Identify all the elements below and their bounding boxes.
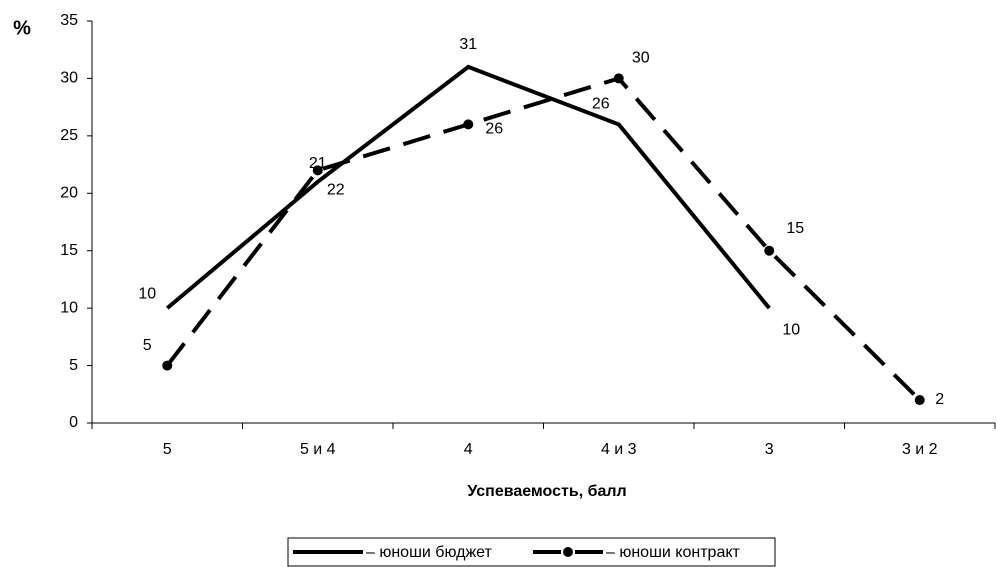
marker <box>312 165 323 176</box>
marker <box>764 245 775 256</box>
marker <box>463 119 474 130</box>
legend-box <box>287 537 776 567</box>
line-series <box>165 76 922 402</box>
y-tick-label: 15 <box>60 242 78 259</box>
legend-label: – юноши бюджет <box>366 544 493 561</box>
value-label: 26 <box>485 121 503 138</box>
legend-marker <box>563 547 573 557</box>
x-tick-label: 4 и 3 <box>601 441 637 458</box>
value-label: 10 <box>782 321 800 338</box>
y-axis-label: % <box>13 17 31 39</box>
value-label: 31 <box>459 36 477 53</box>
value-label: 22 <box>327 182 345 199</box>
y-tick-label: 30 <box>60 70 78 87</box>
line-series <box>165 64 771 310</box>
x-tick-label: 3 и 2 <box>902 441 938 458</box>
y-tick-label: 35 <box>60 12 78 29</box>
value-label: 26 <box>592 96 610 113</box>
x-tick-label: 4 <box>464 441 473 458</box>
marker <box>162 360 173 371</box>
legend-label: – юноши контракт <box>606 544 741 561</box>
y-tick-label: 0 <box>69 414 78 431</box>
y-tick-label: 25 <box>60 127 78 144</box>
y-tick-label: 5 <box>69 357 78 374</box>
value-label: 5 <box>143 337 152 354</box>
value-label: 15 <box>786 220 804 237</box>
y-tick-label: 10 <box>60 299 78 316</box>
marker <box>613 73 624 84</box>
marker <box>914 395 925 406</box>
value-label: 30 <box>632 50 650 67</box>
x-tick-label: 5 и 4 <box>300 441 336 458</box>
value-label: 2 <box>935 391 944 408</box>
value-label: 21 <box>309 155 327 172</box>
x-tick-label: 3 <box>765 441 774 458</box>
value-label: 10 <box>138 285 156 302</box>
x-tick-label: 5 <box>163 441 172 458</box>
y-tick-label: 20 <box>60 185 78 202</box>
x-axis-label: Успеваемость, балл <box>467 483 626 500</box>
